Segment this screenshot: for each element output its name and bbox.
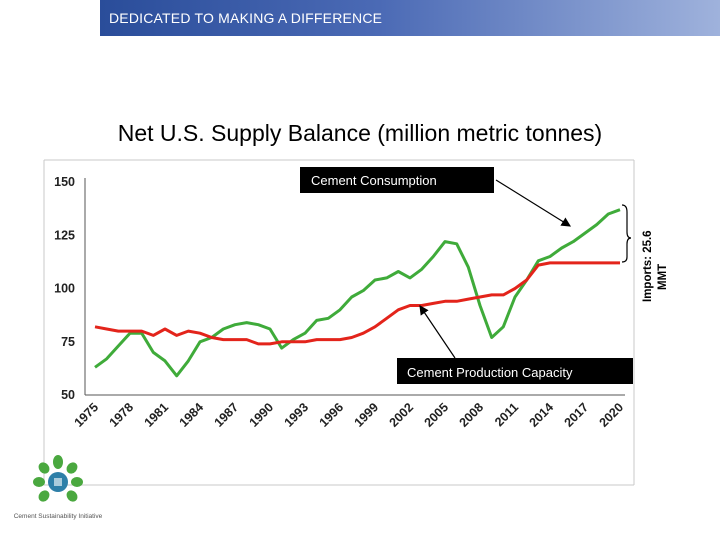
logo-text: Cement Sustainability Initiative bbox=[14, 513, 103, 520]
x-tick-label: 1978 bbox=[107, 400, 137, 430]
x-tick-label: 1984 bbox=[177, 400, 207, 430]
page-title: Net U.S. Supply Balance (million metric … bbox=[117, 120, 603, 146]
x-tick-label: 1996 bbox=[317, 400, 347, 430]
x-tick-label: 2005 bbox=[422, 400, 452, 430]
y-tick-label: 50 bbox=[61, 388, 75, 402]
y-tick-label: 75 bbox=[61, 335, 75, 349]
x-tick-label: 1987 bbox=[212, 400, 242, 430]
x-tick-label: 2002 bbox=[387, 400, 417, 430]
banner-text: DEDICATED TO MAKING A DIFFERENCE bbox=[109, 10, 383, 26]
x-tick-label: 1975 bbox=[72, 400, 102, 430]
imports-brace bbox=[621, 204, 632, 263]
y-tick-label: 150 bbox=[54, 175, 75, 189]
x-tick-label: 2011 bbox=[492, 400, 521, 429]
x-tick-label: 2008 bbox=[457, 400, 487, 430]
consumption-series-line bbox=[94, 208, 621, 378]
x-tick-label: 1990 bbox=[247, 400, 277, 430]
x-tick-label: 2017 bbox=[562, 400, 592, 430]
leaf-icon bbox=[33, 455, 83, 502]
x-tick-label: 1981 bbox=[142, 400, 172, 430]
capacity-arrow bbox=[419, 305, 456, 359]
y-tick-label: 100 bbox=[54, 282, 75, 296]
imports-label-line2: MMT bbox=[657, 264, 669, 290]
x-tick-label: 1999 bbox=[352, 400, 382, 430]
imports-label-line1: Imports: 25.6 bbox=[642, 230, 654, 302]
x-tick-label: 2014 bbox=[527, 400, 557, 430]
consumption-callout-label: Cement Consumption bbox=[311, 173, 437, 188]
x-tick-label: 1993 bbox=[282, 400, 312, 430]
capacity-callout-box bbox=[397, 358, 633, 384]
consumption-arrow bbox=[495, 179, 572, 227]
consumption-callout-box bbox=[300, 167, 494, 193]
capacity-series-line bbox=[94, 261, 620, 346]
x-tick-label: 2020 bbox=[597, 400, 627, 430]
capacity-callout-label: Cement Production Capacity bbox=[407, 365, 573, 380]
csi-logo: Cement Sustainability Initiative bbox=[14, 455, 103, 520]
y-tick-label: 125 bbox=[54, 228, 75, 242]
header-banner: DEDICATED TO MAKING A DIFFERENCE bbox=[100, 0, 720, 36]
